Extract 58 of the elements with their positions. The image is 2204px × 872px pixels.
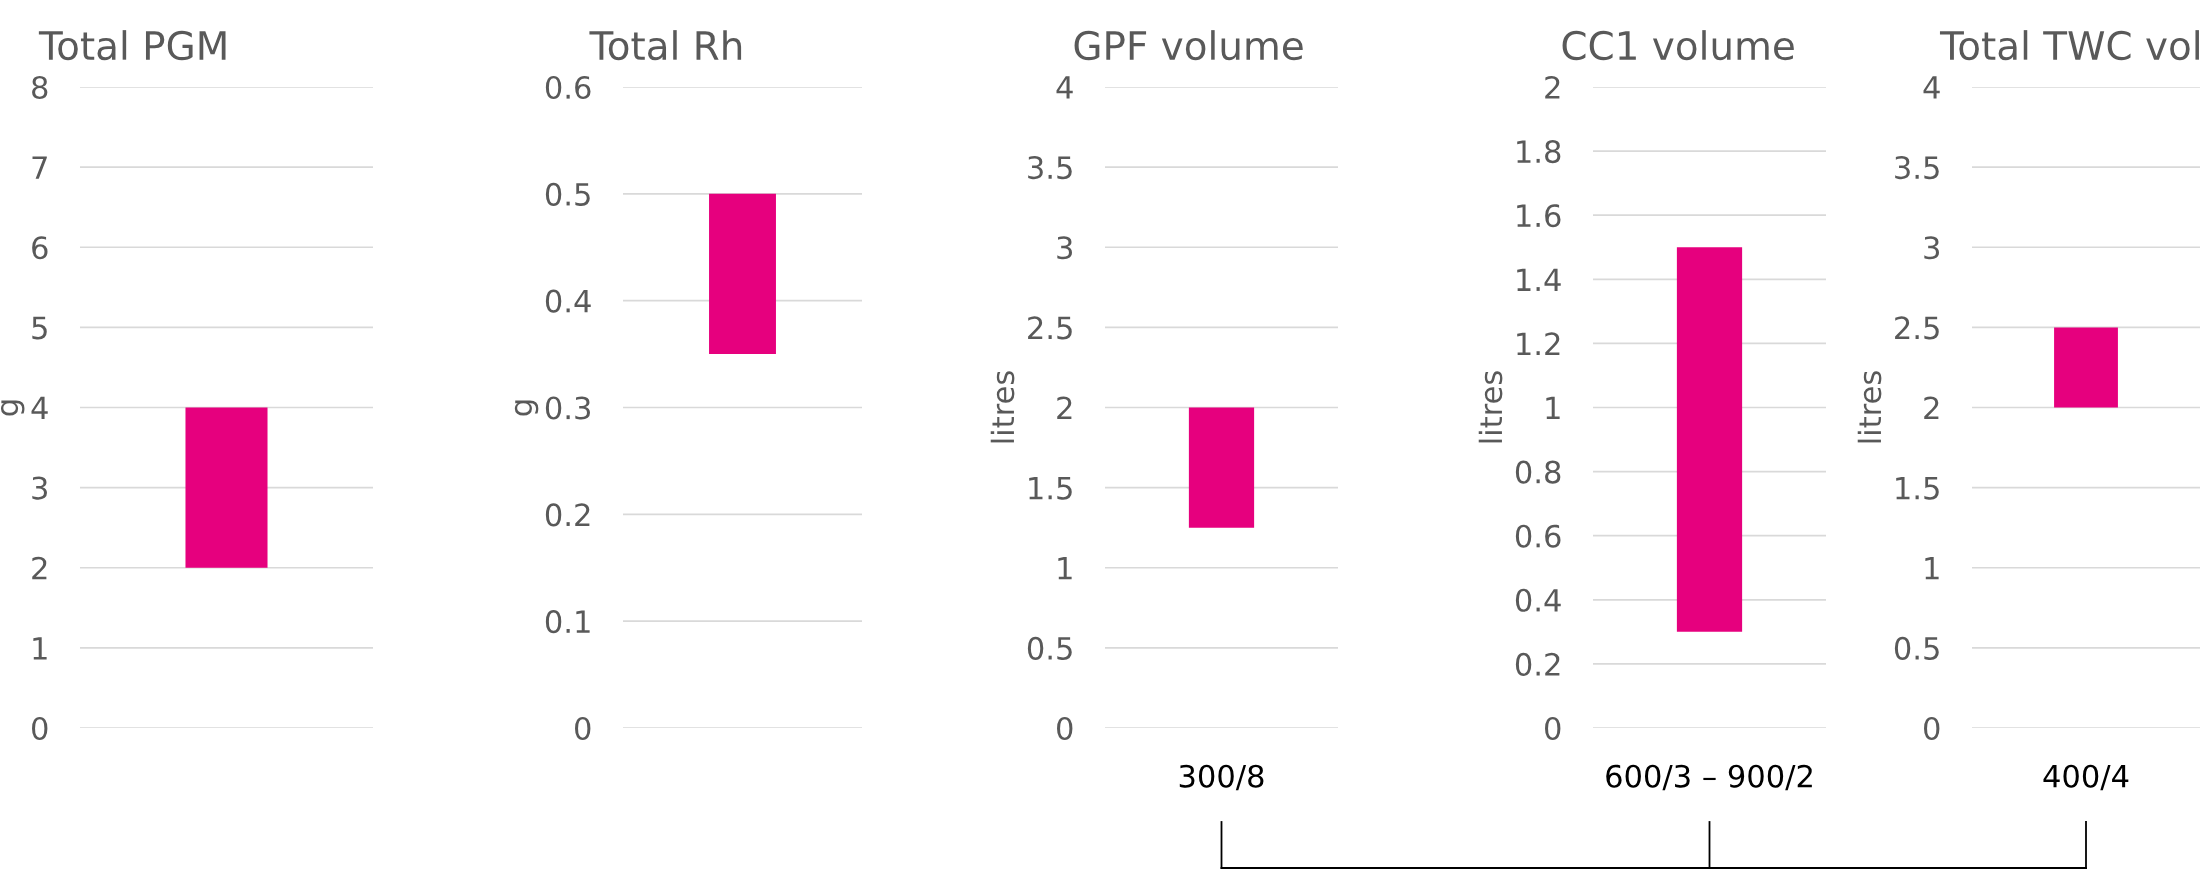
y-tick-label: 1.4 xyxy=(1517,268,1561,291)
y-tick-label: 4 xyxy=(1056,76,1073,99)
y-tick-label: 5 xyxy=(32,316,47,340)
y-tick-label: 1 xyxy=(1925,557,1939,580)
y-tick-label: 4 xyxy=(31,396,48,420)
y-tick-label: 1 xyxy=(1546,396,1560,420)
chart-title: Total TWC vol xyxy=(1939,30,2199,61)
y-tick-label: 0 xyxy=(1057,716,1073,741)
chart-title: CC1 volume xyxy=(1562,30,1794,61)
y-tick-label: 2 xyxy=(1924,396,1939,420)
y-tick-label: 3 xyxy=(1057,236,1072,260)
x-tick-label: 600/3 – 900/2 xyxy=(1606,764,1812,791)
y-axis-title: litres xyxy=(1857,371,1882,443)
y-tick-label: 3 xyxy=(1924,236,1939,260)
y-tick-label: 0.2 xyxy=(1515,652,1560,676)
y-tick-label: 1 xyxy=(1058,557,1072,580)
y-tick-label: 0.8 xyxy=(1515,460,1561,484)
y-tick-label: 0.5 xyxy=(1027,636,1072,660)
x-tick-label: 400/4 xyxy=(2043,764,2129,791)
y-axis-title: g xyxy=(0,400,25,416)
y-tick-label: 2 xyxy=(1545,75,1560,99)
y-tick-label: 0.4 xyxy=(1515,588,1561,612)
y-tick-label: 2 xyxy=(1057,396,1072,420)
y-tick-label: 0 xyxy=(32,716,48,741)
y-tick-label: 1 xyxy=(33,637,47,660)
y-tick-label: 1.6 xyxy=(1517,204,1561,228)
y-tick-label: 0.2 xyxy=(545,503,590,527)
y-tick-label: 6 xyxy=(32,236,48,260)
y-tick-label: 0.1 xyxy=(545,610,590,634)
x-tick-label: 300/8 xyxy=(1179,764,1264,791)
y-tick-label: 0.4 xyxy=(545,289,591,313)
y-tick-label: 3 xyxy=(32,476,47,500)
y-tick-label: 3.5 xyxy=(1895,156,1939,180)
y-tick-label: 4 xyxy=(1923,76,1940,99)
y-tick-label: 7 xyxy=(32,156,47,179)
y-tick-label: 1.2 xyxy=(1517,332,1560,356)
y-axis-title: litres xyxy=(1478,371,1503,443)
y-tick-label: 0 xyxy=(1924,716,1940,741)
chart-title: GPF volume xyxy=(1074,30,1303,61)
y-tick-label: 1.8 xyxy=(1517,140,1561,164)
y-tick-label: 0.3 xyxy=(545,396,590,420)
y-tick-label: 0.6 xyxy=(1515,524,1561,548)
chart-title: Total PGM xyxy=(38,30,226,61)
y-tick-label: 0 xyxy=(575,716,591,741)
y-tick-label: 1.5 xyxy=(1029,476,1072,500)
y-tick-label: 1.5 xyxy=(1896,476,1939,500)
y-tick-label: 0.5 xyxy=(1894,636,1939,660)
y-axis-title: litres xyxy=(990,371,1015,443)
y-tick-label: 0.5 xyxy=(545,182,590,206)
y-tick-label: 2.5 xyxy=(1028,316,1072,340)
y-tick-label: 2.5 xyxy=(1895,316,1939,340)
y-tick-label: 2 xyxy=(32,556,47,580)
y-tick-label: 0.6 xyxy=(545,75,591,100)
y-tick-label: 3.5 xyxy=(1028,156,1072,180)
y-tick-label: 0 xyxy=(1545,716,1561,741)
y-axis-title: g xyxy=(514,400,539,416)
chart-title: Total Rh xyxy=(589,30,742,61)
y-tick-label: 8 xyxy=(32,75,48,100)
